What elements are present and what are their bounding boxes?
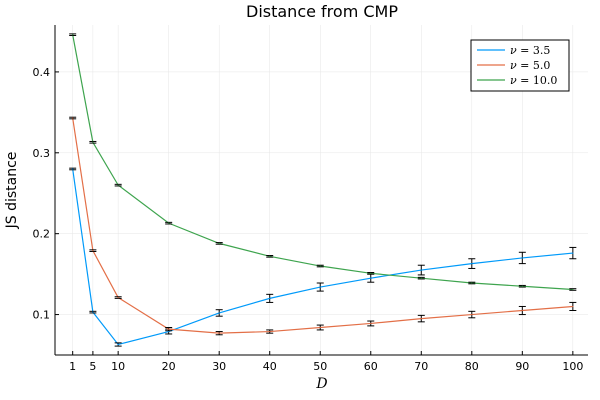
x-tick-label: 90 (515, 360, 529, 373)
data-point (92, 311, 94, 313)
legend-value: = 3.5 (517, 44, 551, 57)
y-ticks: 0.1 0.2 0.3 0.4 (33, 66, 59, 322)
y-tick-label: 0.1 (33, 309, 51, 322)
data-point (471, 313, 473, 316)
x-ticks: 1 5 10 20 30 40 50 60 70 80 90 100 (69, 351, 583, 373)
data-point (370, 277, 372, 279)
series-2 (69, 33, 577, 291)
legend-label: ν = 3.5 (510, 44, 550, 57)
data-point (370, 272, 372, 274)
data-point (572, 288, 574, 291)
data-point (92, 250, 94, 252)
data-point (72, 117, 74, 119)
x-tick-label: 60 (364, 360, 378, 373)
legend-label: ν = 5.0 (510, 59, 550, 72)
data-point (319, 265, 321, 267)
x-tick-label: 5 (89, 360, 96, 373)
data-point (319, 286, 321, 288)
x-tick-label: 40 (263, 360, 277, 373)
series-line (72, 168, 573, 346)
data-point (420, 277, 422, 279)
legend-symbol: ν (510, 59, 517, 72)
legend-value: = 10.0 (517, 74, 558, 87)
series-0 (69, 167, 577, 347)
x-tick-label: 1 (69, 360, 76, 373)
data-point (218, 242, 220, 244)
data-point (420, 269, 422, 271)
data-point (471, 282, 473, 284)
data-point (92, 141, 94, 143)
data-point (521, 257, 523, 259)
axes (54, 25, 588, 356)
data-point (72, 34, 74, 36)
data-point (168, 222, 170, 224)
x-tick-label: 10 (111, 360, 125, 373)
data-point (420, 318, 422, 320)
legend-item: ν = 10.0 (477, 74, 557, 87)
legend-value: = 5.0 (517, 59, 551, 72)
legend-label: ν = 10.0 (510, 74, 557, 87)
y-tick-label: 0.4 (33, 66, 51, 79)
chart-title: Distance from CMP (246, 2, 398, 21)
series-line (72, 34, 573, 291)
data-point (471, 263, 473, 265)
legend-symbol: ν (510, 44, 517, 57)
x-tick-label: 50 (313, 360, 327, 373)
data-point (319, 326, 321, 329)
x-tick-label: 80 (465, 360, 479, 373)
data-point (168, 330, 170, 333)
data-point (72, 168, 74, 170)
data-point (117, 184, 119, 186)
data-point (370, 322, 372, 325)
data-point (117, 343, 119, 346)
series-1 (69, 116, 577, 336)
data-point (572, 305, 574, 308)
x-tick-label: 100 (562, 360, 583, 373)
y-tick-label: 0.3 (33, 147, 51, 160)
data-point (117, 296, 119, 299)
legend-item: ν = 3.5 (477, 44, 550, 57)
data-point (218, 332, 220, 334)
legend-symbol: ν (510, 74, 517, 87)
data-point (269, 330, 271, 333)
series-layer (69, 33, 577, 347)
x-tick-label: 30 (212, 360, 226, 373)
data-point (572, 252, 574, 254)
data-point (521, 285, 523, 287)
data-point (269, 297, 271, 299)
series-line (72, 117, 573, 334)
legend: ν = 3.5ν = 5.0ν = 10.0 (470, 39, 570, 92)
legend-item: ν = 5.0 (477, 59, 550, 72)
data-point (218, 312, 220, 314)
y-axis-label: JS distance (4, 152, 20, 230)
y-tick-label: 0.2 (33, 228, 51, 241)
data-point (168, 328, 170, 330)
data-point (269, 255, 271, 257)
x-tick-label: 20 (162, 360, 176, 373)
data-point (521, 309, 523, 312)
x-axis-label: D (315, 376, 327, 392)
x-tick-label: 70 (414, 360, 428, 373)
